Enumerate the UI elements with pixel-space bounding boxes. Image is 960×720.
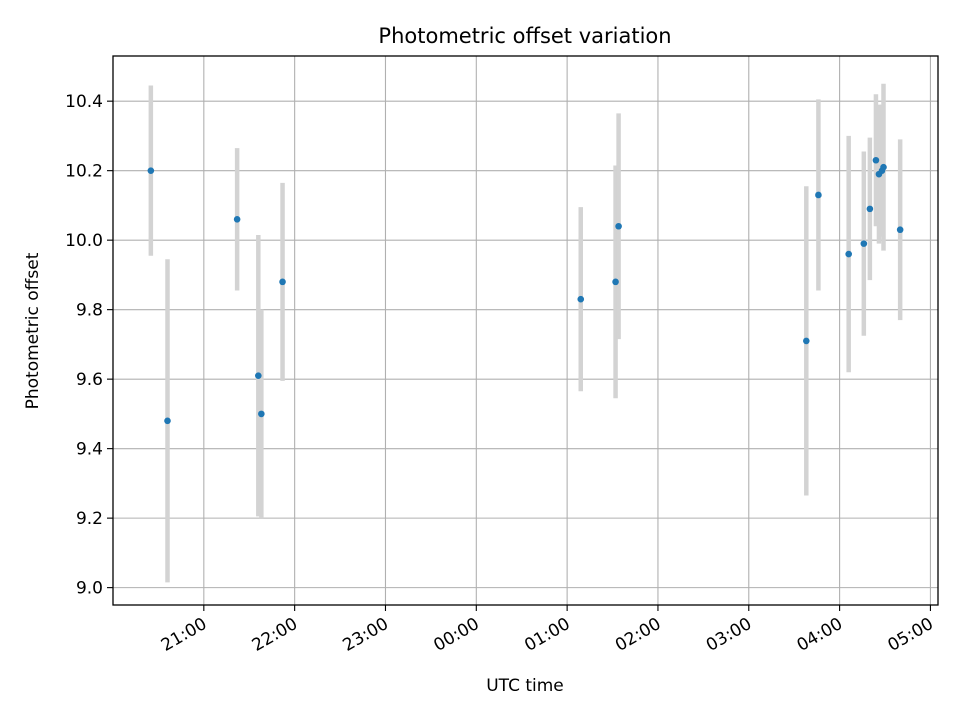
data-point (147, 167, 155, 174)
y-tick-label: 9.4 (76, 440, 103, 460)
y-tick-label: 9.0 (76, 579, 103, 599)
data-point (258, 410, 265, 418)
data-point (615, 222, 622, 230)
data-point (279, 278, 286, 286)
chart-title: Photometric offset variation (378, 24, 671, 48)
y-axis-ticks: 9.0 9.2 9.4 9.6 9.8 10.0 10.2 10.4 (65, 92, 113, 599)
data-point (872, 156, 880, 164)
data-point (880, 163, 887, 171)
data-point (866, 205, 874, 213)
data-point (577, 295, 585, 303)
data-point (612, 278, 619, 286)
data-points (147, 156, 904, 425)
data-point (233, 216, 241, 223)
plot-area-frame (112, 55, 939, 606)
data-point (164, 417, 171, 425)
y-tick-label: 10.0 (65, 231, 103, 251)
y-axis-label: Photometric offset (23, 252, 43, 409)
y-tick-label: 10.2 (65, 162, 103, 182)
y-tick-label: 10.4 (65, 92, 103, 112)
y-tick-label: 9.6 (76, 370, 103, 390)
data-point (896, 226, 904, 234)
y-tick-label: 9.8 (76, 301, 103, 321)
x-axis-label: UTC time (486, 676, 564, 696)
grid (113, 56, 938, 605)
data-point (845, 250, 852, 258)
data-point (860, 240, 868, 247)
data-point (255, 372, 262, 379)
data-point (803, 337, 810, 345)
data-point (815, 191, 822, 199)
y-tick-label: 9.2 (76, 509, 103, 529)
